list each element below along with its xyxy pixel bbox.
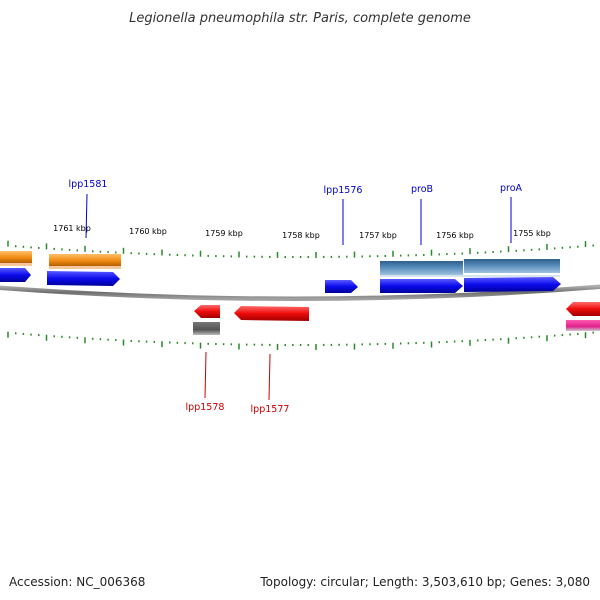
map-title: Legionella pneumophila str. Paris, compl…	[129, 11, 471, 26]
orange-feature-left-edge-shadow	[0, 263, 32, 266]
gene-arrow-right-edge[interactable]	[566, 302, 600, 316]
leader-lpp1581	[85, 193, 88, 239]
outer-scale-ticks	[7, 240, 594, 258]
gene-label-lpp1578[interactable]: lpp1578	[186, 402, 225, 413]
forward-strand-track	[0, 268, 561, 293]
orange-feature-lpp1581-shadow	[49, 266, 121, 269]
gene-arrow-lpp1577[interactable]	[234, 306, 309, 321]
gene-label-lpp1577[interactable]: lpp1577	[251, 404, 290, 415]
gene-arrow-lpp1578[interactable]	[194, 305, 220, 318]
scale-label-1758-kbp: 1758 kbp	[282, 231, 320, 240]
inner-scale-ticks	[7, 331, 594, 350]
gene-label-proa[interactable]: proA	[500, 183, 523, 194]
gene-arrow-lpp1581[interactable]	[47, 271, 120, 286]
steel-feature-shadow	[380, 275, 560, 277]
magenta-feature-right-edge[interactable]	[566, 320, 600, 331]
orange-feature-left-edge[interactable]	[0, 251, 32, 263]
gene-label-prob[interactable]: proB	[411, 184, 433, 195]
label-leaders	[85, 193, 512, 401]
gene-label-lpp1576[interactable]: lpp1576	[324, 185, 363, 196]
outer-feature-track	[0, 251, 560, 277]
scale-label-1757-kbp: 1757 kbp	[359, 231, 397, 240]
gene-arrow-proa[interactable]	[464, 277, 561, 292]
gene-arrow-lpp1576[interactable]	[325, 280, 358, 293]
scale-label-1756-kbp: 1756 kbp	[436, 231, 474, 240]
inner-feature-track	[193, 320, 600, 335]
steel-feature-prob[interactable]	[380, 261, 463, 275]
orange-feature-lpp1581[interactable]	[49, 254, 121, 266]
accession-text: Accession: NC_006368	[9, 575, 146, 589]
leader-lpp1577	[268, 353, 271, 401]
genome-backbone	[0, 284, 600, 302]
scale-label-1759-kbp: 1759 kbp	[205, 229, 243, 238]
scale-label-1761-kbp: 1761 kbp	[53, 224, 91, 233]
leader-lpp1578	[204, 351, 207, 399]
gene-arrow-prob[interactable]	[380, 279, 463, 293]
gray-feature-lpp1578[interactable]	[193, 322, 220, 335]
gene-label-lpp1581[interactable]: lpp1581	[69, 179, 108, 190]
scale-label-1760-kbp: 1760 kbp	[129, 227, 167, 236]
scale-label-1755-kbp: 1755 kbp	[513, 229, 551, 238]
reverse-strand-track	[194, 302, 600, 321]
gene-arrow-left-edge[interactable]	[0, 268, 31, 282]
steel-feature-proa[interactable]	[464, 259, 560, 273]
topology-text: Topology: circular; Length: 3,503,610 bp…	[260, 575, 590, 589]
